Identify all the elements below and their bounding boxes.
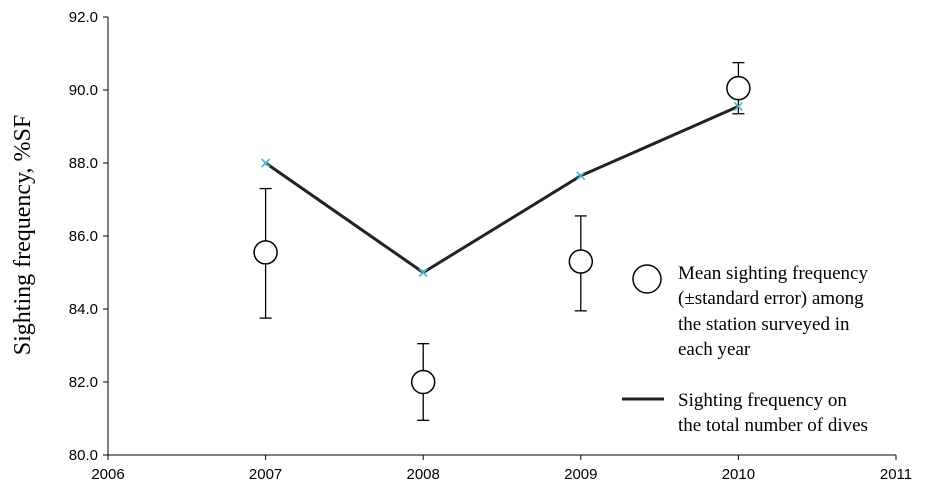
x-tick-label: 2007	[249, 466, 282, 483]
legend-line-label-line2: the total number of dives	[678, 415, 868, 436]
y-tick-label: 90.0	[69, 82, 98, 99]
y-tick-label: 80.0	[69, 447, 98, 464]
x-tick-label: 2011	[880, 466, 912, 483]
total-dives-series	[261, 101, 743, 278]
mean-circle-marker	[253, 240, 278, 265]
x-tick-label: 2008	[407, 466, 440, 483]
legend-circle-icon	[632, 264, 662, 294]
x-tick-label: 2009	[564, 466, 597, 483]
x-marker-stroke	[733, 101, 743, 111]
x-point-marker	[733, 101, 743, 111]
series-line	[264, 105, 740, 274]
legend-line-label-line1: Sighting frequency on	[678, 390, 847, 411]
y-tick-label: 82.0	[69, 374, 98, 391]
legend-circle-label-line2: (±standard error) among	[678, 288, 864, 309]
x-point-marker	[418, 267, 428, 278]
legend-circle-label-line1: Mean sighting frequency	[678, 263, 868, 284]
x-tick-label: 2006	[91, 466, 124, 483]
mean-circle-marker	[726, 75, 751, 101]
x-marker-stroke	[261, 158, 271, 168]
y-tick-label: 86.0	[69, 228, 98, 245]
x-point-marker	[261, 158, 271, 168]
mean-markers	[253, 75, 751, 395]
x-axis-ticks: 2006 2007 2008 2009 2010 2011	[91, 455, 912, 483]
x-marker-stroke	[418, 267, 428, 278]
y-axis-title: Sighting frequency, %SF	[10, 115, 36, 355]
x-tick-label: 2010	[722, 466, 755, 483]
legend-circle-label-line3: the station surveyed in	[678, 314, 850, 335]
y-axis-ticks: 80.0 82.0 84.0 86.0 88.0 90.0 92.0	[69, 9, 108, 464]
legend: Mean sighting frequency (±standard error…	[622, 263, 868, 436]
legend-circle-label-line4: each year	[678, 339, 751, 360]
mean-circle-marker	[410, 369, 436, 395]
x-marker-stroke	[576, 171, 586, 181]
y-tick-label: 84.0	[69, 301, 98, 318]
mean-circle-marker	[568, 249, 594, 274]
y-tick-label: 92.0	[69, 9, 98, 26]
x-point-marker	[576, 171, 586, 181]
y-tick-label: 88.0	[69, 155, 98, 172]
error-bars	[259, 61, 745, 421]
